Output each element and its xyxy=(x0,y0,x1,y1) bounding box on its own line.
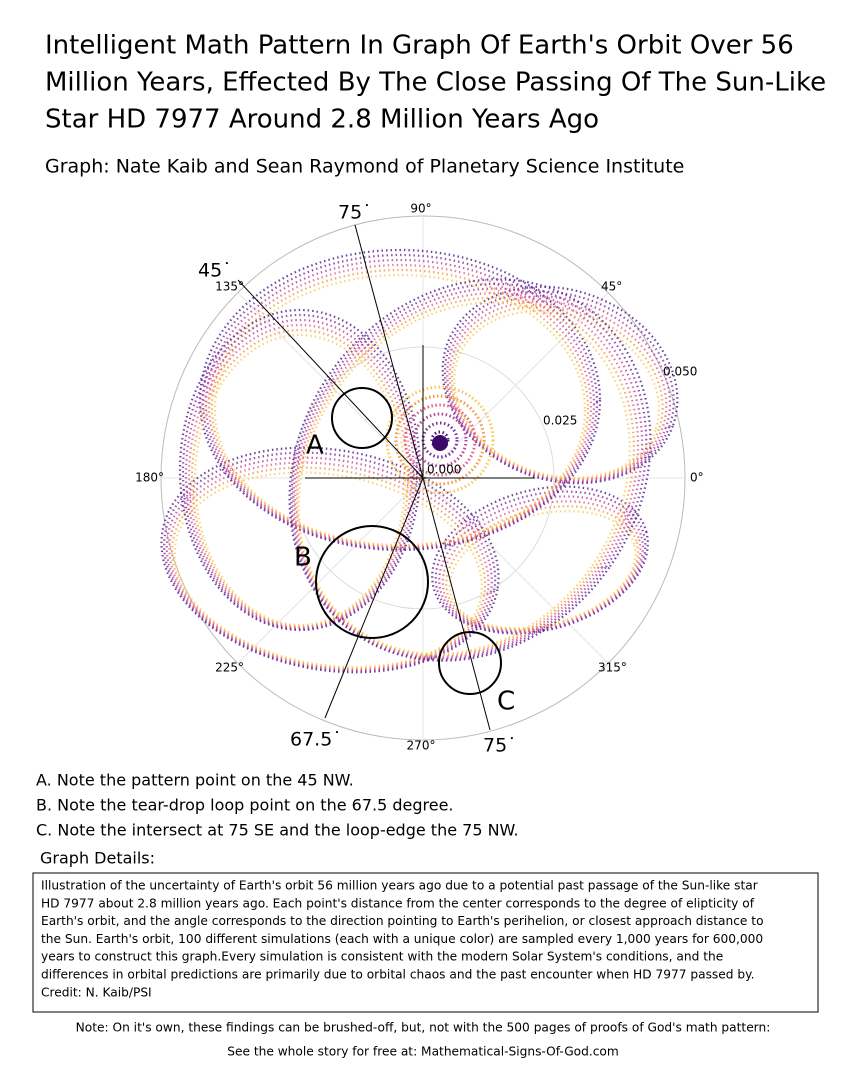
circle-c xyxy=(438,631,502,695)
swirl xyxy=(187,323,413,629)
angle-mark: 45˙ xyxy=(198,260,232,282)
swirl xyxy=(173,471,483,669)
circle-b xyxy=(315,525,429,639)
center-spiral xyxy=(394,394,486,486)
circle-a xyxy=(331,387,393,449)
details-heading: Graph Details: xyxy=(40,849,155,868)
angle-label: 45° xyxy=(601,280,622,294)
swirl xyxy=(165,456,493,672)
angle-label: 180° xyxy=(135,471,164,485)
angle-label: 0° xyxy=(690,471,704,485)
spoke xyxy=(237,292,424,479)
swirl xyxy=(160,446,500,674)
center-spiral xyxy=(412,412,468,468)
note: A. Note the pattern point on the 45 NW. xyxy=(36,771,354,790)
details-line: HD 7977 about 2.8 million years ago. Eac… xyxy=(41,896,755,910)
center-spiral xyxy=(403,403,477,477)
radial-label: 0.025 xyxy=(543,414,577,428)
swirl xyxy=(193,333,407,627)
angle-label: 315° xyxy=(598,661,627,675)
annotations xyxy=(237,224,535,731)
details-line: the Sun. Earth's orbit, 100 different si… xyxy=(41,932,763,946)
angle-label: 270° xyxy=(407,739,436,753)
line-75-top xyxy=(354,224,424,479)
swirl xyxy=(198,248,602,552)
spoke xyxy=(237,477,424,664)
details-line: differences in orbital predictions are p… xyxy=(41,968,754,982)
orbit-swirls xyxy=(160,248,679,674)
angle-mark: 67.5˙ xyxy=(290,729,342,751)
swirl xyxy=(443,290,675,484)
swirl xyxy=(446,295,672,483)
details-line: Illustration of the uncertainty of Earth… xyxy=(41,879,759,893)
swirl xyxy=(184,318,416,630)
body-text: A. Note the pattern point on the 45 NW. B… xyxy=(32,771,819,1059)
swirl xyxy=(434,490,647,634)
point-label: B xyxy=(294,543,312,573)
note: B. Note the tear-drop loop point on the … xyxy=(36,796,454,815)
swirl xyxy=(431,485,649,635)
swirl xyxy=(290,282,648,661)
swirl xyxy=(292,287,644,660)
center-spiral xyxy=(385,385,495,495)
header: Intelligent Math Pattern In Graph Of Ear… xyxy=(45,31,826,178)
title-line: Million Years, Effected By The Close Pas… xyxy=(45,68,826,98)
subtitle: Graph: Nate Kaib and Sean Raymond of Pla… xyxy=(45,156,684,178)
swirl xyxy=(448,300,668,482)
note: C. Note the intersect at 75 SE and the l… xyxy=(36,821,519,840)
title-line: Star HD 7977 Around 2.8 Million Years Ag… xyxy=(45,105,599,135)
angle-mark: 75˙ xyxy=(338,202,372,224)
radial-label: 0.000 xyxy=(427,463,461,477)
angle-label: 135° xyxy=(215,280,244,294)
swirl xyxy=(163,451,497,673)
angle-mark: 75˙ xyxy=(483,735,517,757)
details-line: years to construct this graph.Every simu… xyxy=(41,950,723,964)
swirl xyxy=(295,296,635,657)
footer-line: Note: On it's own, these findings can be… xyxy=(76,1021,771,1035)
swirl xyxy=(438,495,644,633)
line-67 xyxy=(324,477,424,719)
title-line: Intelligent Math Pattern In Graph Of Ear… xyxy=(45,31,794,61)
swirl xyxy=(294,292,640,658)
footer-line: See the whole story for free at: Mathema… xyxy=(227,1045,619,1059)
details-line: Credit: N. Kaib/PSI xyxy=(41,985,152,999)
swirl xyxy=(207,263,593,549)
details-line: Earth's orbit, and the angle corresponds… xyxy=(41,914,764,928)
swirl xyxy=(288,278,652,662)
swirl xyxy=(445,505,640,631)
line-45 xyxy=(237,279,424,479)
details-box xyxy=(32,872,819,1013)
swirl xyxy=(450,305,664,480)
angle-label: 225° xyxy=(215,661,244,675)
center-dot xyxy=(432,435,448,451)
swirl xyxy=(441,500,642,632)
swirl xyxy=(297,301,631,655)
line-75-bottom xyxy=(422,477,491,731)
point-label: C xyxy=(497,687,515,717)
point-label: A xyxy=(306,431,324,461)
polar-plot: 0° 45° 90° 135° 180° 225° 270° 315° 0.000 0.025 0.… xyxy=(135,202,704,757)
angle-label: 90° xyxy=(410,202,431,216)
swirl xyxy=(441,285,679,485)
radial-label: 0.050 xyxy=(663,365,697,379)
swirl xyxy=(448,510,637,630)
